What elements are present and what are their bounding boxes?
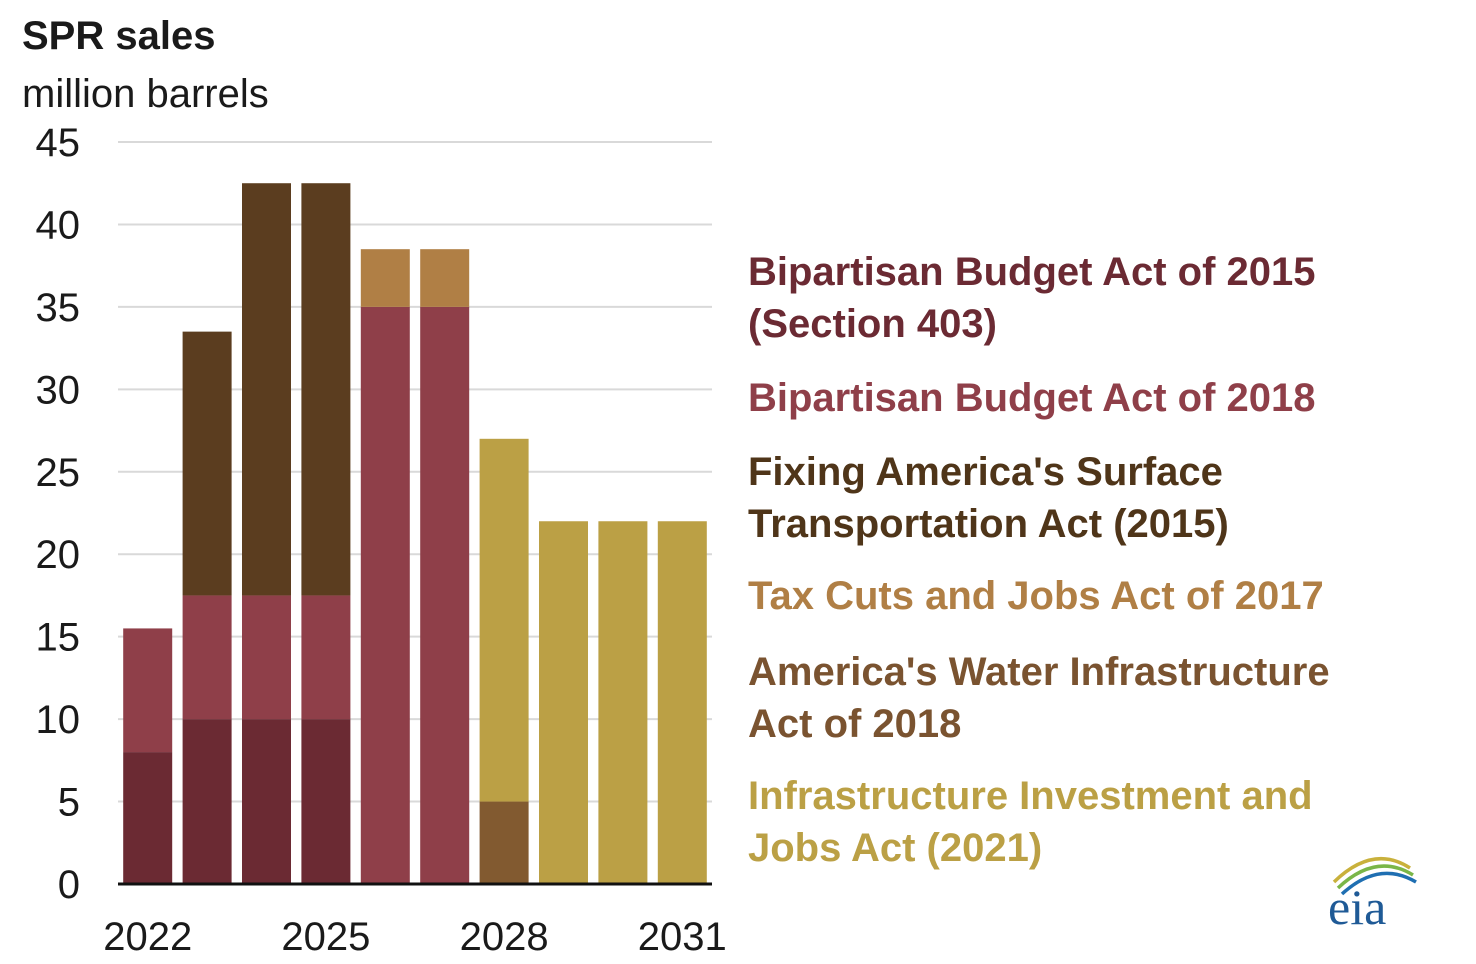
x-tick-label: 2031 [638, 915, 727, 959]
bar-segment [242, 719, 291, 884]
eia-logo: eia [1328, 856, 1417, 928]
x-tick-label: 2022 [103, 915, 192, 959]
legend-item: Fixing America's Surface Transportation A… [748, 446, 1448, 550]
legend-item: Bipartisan Budget Act of 2018 [748, 372, 1448, 424]
legend-label: America's Water Infrastructure [748, 650, 1330, 694]
eia-logo-text: eia [1328, 879, 1386, 928]
legend-item: Tax Cuts and Jobs Act of 2017 [748, 570, 1448, 622]
bar-segment [301, 719, 351, 884]
y-tick-label: 5 [58, 781, 80, 825]
legend-label: (Section 403) [748, 302, 997, 346]
bar-segment [657, 521, 707, 884]
y-tick-label: 0 [58, 863, 80, 907]
legend-label: Tax Cuts and Jobs Act of 2017 [748, 574, 1324, 618]
y-tick-label: 20 [36, 533, 81, 577]
legend-label: Fixing America's Surface [748, 450, 1223, 494]
bar-segment [479, 801, 529, 884]
chart-title: SPR sales [22, 14, 216, 58]
y-tick-label: 35 [36, 286, 81, 330]
bar-segment [301, 183, 351, 596]
bar-segment [123, 752, 173, 884]
bar-segment [598, 521, 648, 884]
bar-segment [420, 249, 470, 307]
y-tick-label: 10 [36, 698, 81, 742]
legend-label: Act of 2018 [748, 702, 962, 746]
legend-label: Transportation Act (2015) [748, 502, 1229, 546]
x-tick-label: 2025 [281, 915, 370, 959]
bar-segment [479, 438, 529, 802]
bar-segment [242, 595, 291, 720]
legend-item: America's Water Infrastructure Act of 201… [748, 646, 1448, 750]
bar-segment [420, 306, 470, 884]
y-tick-label: 40 [36, 203, 81, 247]
legend-label: Infrastructure Investment and [748, 774, 1313, 818]
x-tick-label: 2028 [460, 915, 549, 959]
legend-item: Infrastructure Investment and Jobs Act (2… [748, 770, 1448, 874]
bar-segment [360, 249, 410, 307]
legend-label: Bipartisan Budget Act of 2018 [748, 376, 1316, 420]
bar-segment [123, 628, 173, 753]
bar-segment [301, 595, 351, 720]
bar-segment [539, 521, 588, 884]
y-tick-label: 45 [36, 121, 81, 165]
bar-segment [182, 595, 232, 720]
legend-label: Jobs Act (2021) [748, 826, 1043, 870]
y-tick-label: 15 [36, 616, 81, 660]
y-tick-label: 30 [36, 368, 81, 412]
y-tick-label: 25 [36, 451, 81, 495]
bar-segment [182, 331, 232, 596]
bar-segment [360, 306, 410, 884]
legend-label: Bipartisan Budget Act of 2015 [748, 250, 1316, 294]
legend-item: Bipartisan Budget Act of 2015 (Section 40… [748, 246, 1448, 350]
y-axis-label: million barrels [22, 72, 269, 116]
bar-segment [182, 719, 232, 884]
bar-segment [242, 183, 291, 596]
